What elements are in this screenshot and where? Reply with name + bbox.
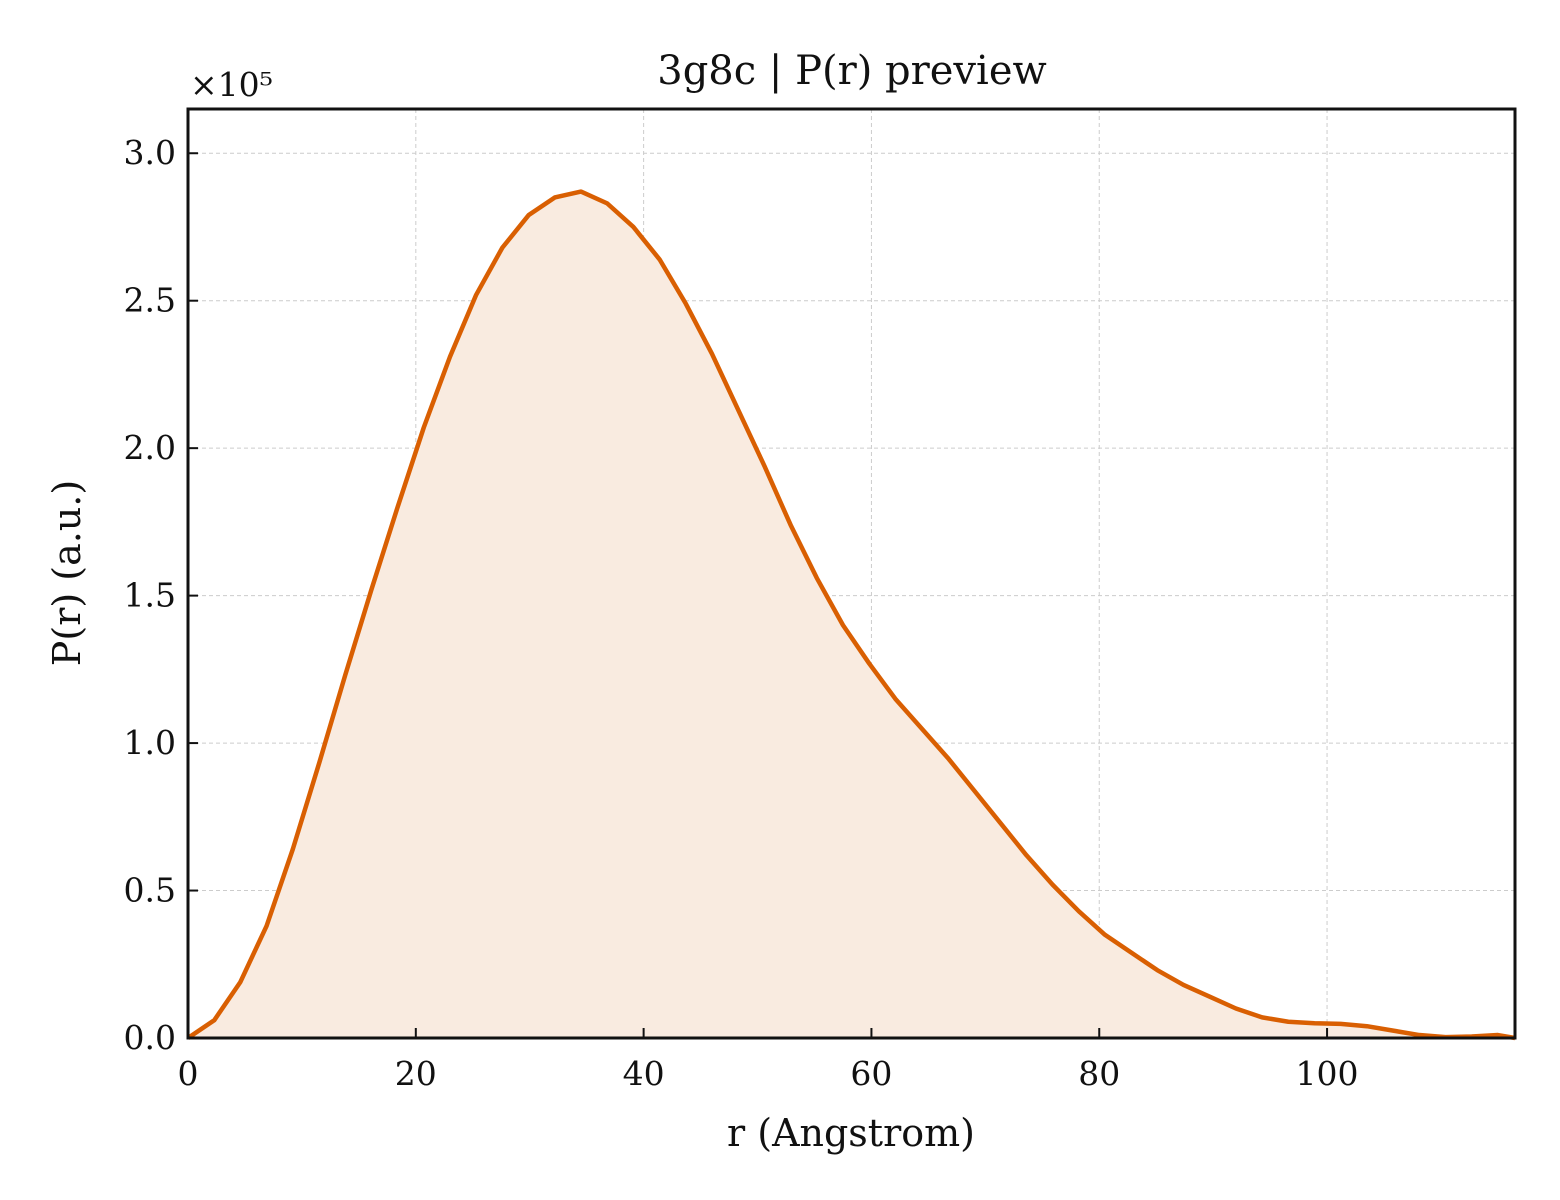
y-axis-label: P(r) (a.u.) [45,480,89,666]
x-tick-label: 100 [1296,1054,1359,1093]
x-tick-label: 20 [395,1054,437,1093]
plot-area [186,189,1516,1041]
axis-ticks: 0 20 40 60 80 100 0.0 0.5 1.0 1.5 2.0 2.5 3.0 [124,133,1359,1093]
y-tick-label: 0.5 [124,871,176,910]
x-axis-label: r (Angstrom) [727,1111,975,1155]
x-tick-label: 40 [623,1054,665,1093]
y-tick-label: 3.0 [124,133,176,172]
plot-frame [186,107,1517,1040]
y-tick-label: 0.0 [124,1018,176,1057]
y-multiplier-label: ×10⁵ [190,65,273,104]
y-tick-label: 2.0 [124,428,176,467]
pr-curve [186,189,1516,1041]
pr-area-fill [188,191,1515,1038]
y-tick-label: 1.5 [124,576,176,615]
x-tick-label: 80 [1078,1054,1120,1093]
x-tick-label: 0 [178,1054,199,1093]
y-tick-label: 2.5 [124,281,176,320]
y-tick-label: 1.0 [124,723,176,762]
x-tick-label: 60 [850,1054,892,1093]
chart-title: 3g8c | P(r) preview [657,48,1046,94]
